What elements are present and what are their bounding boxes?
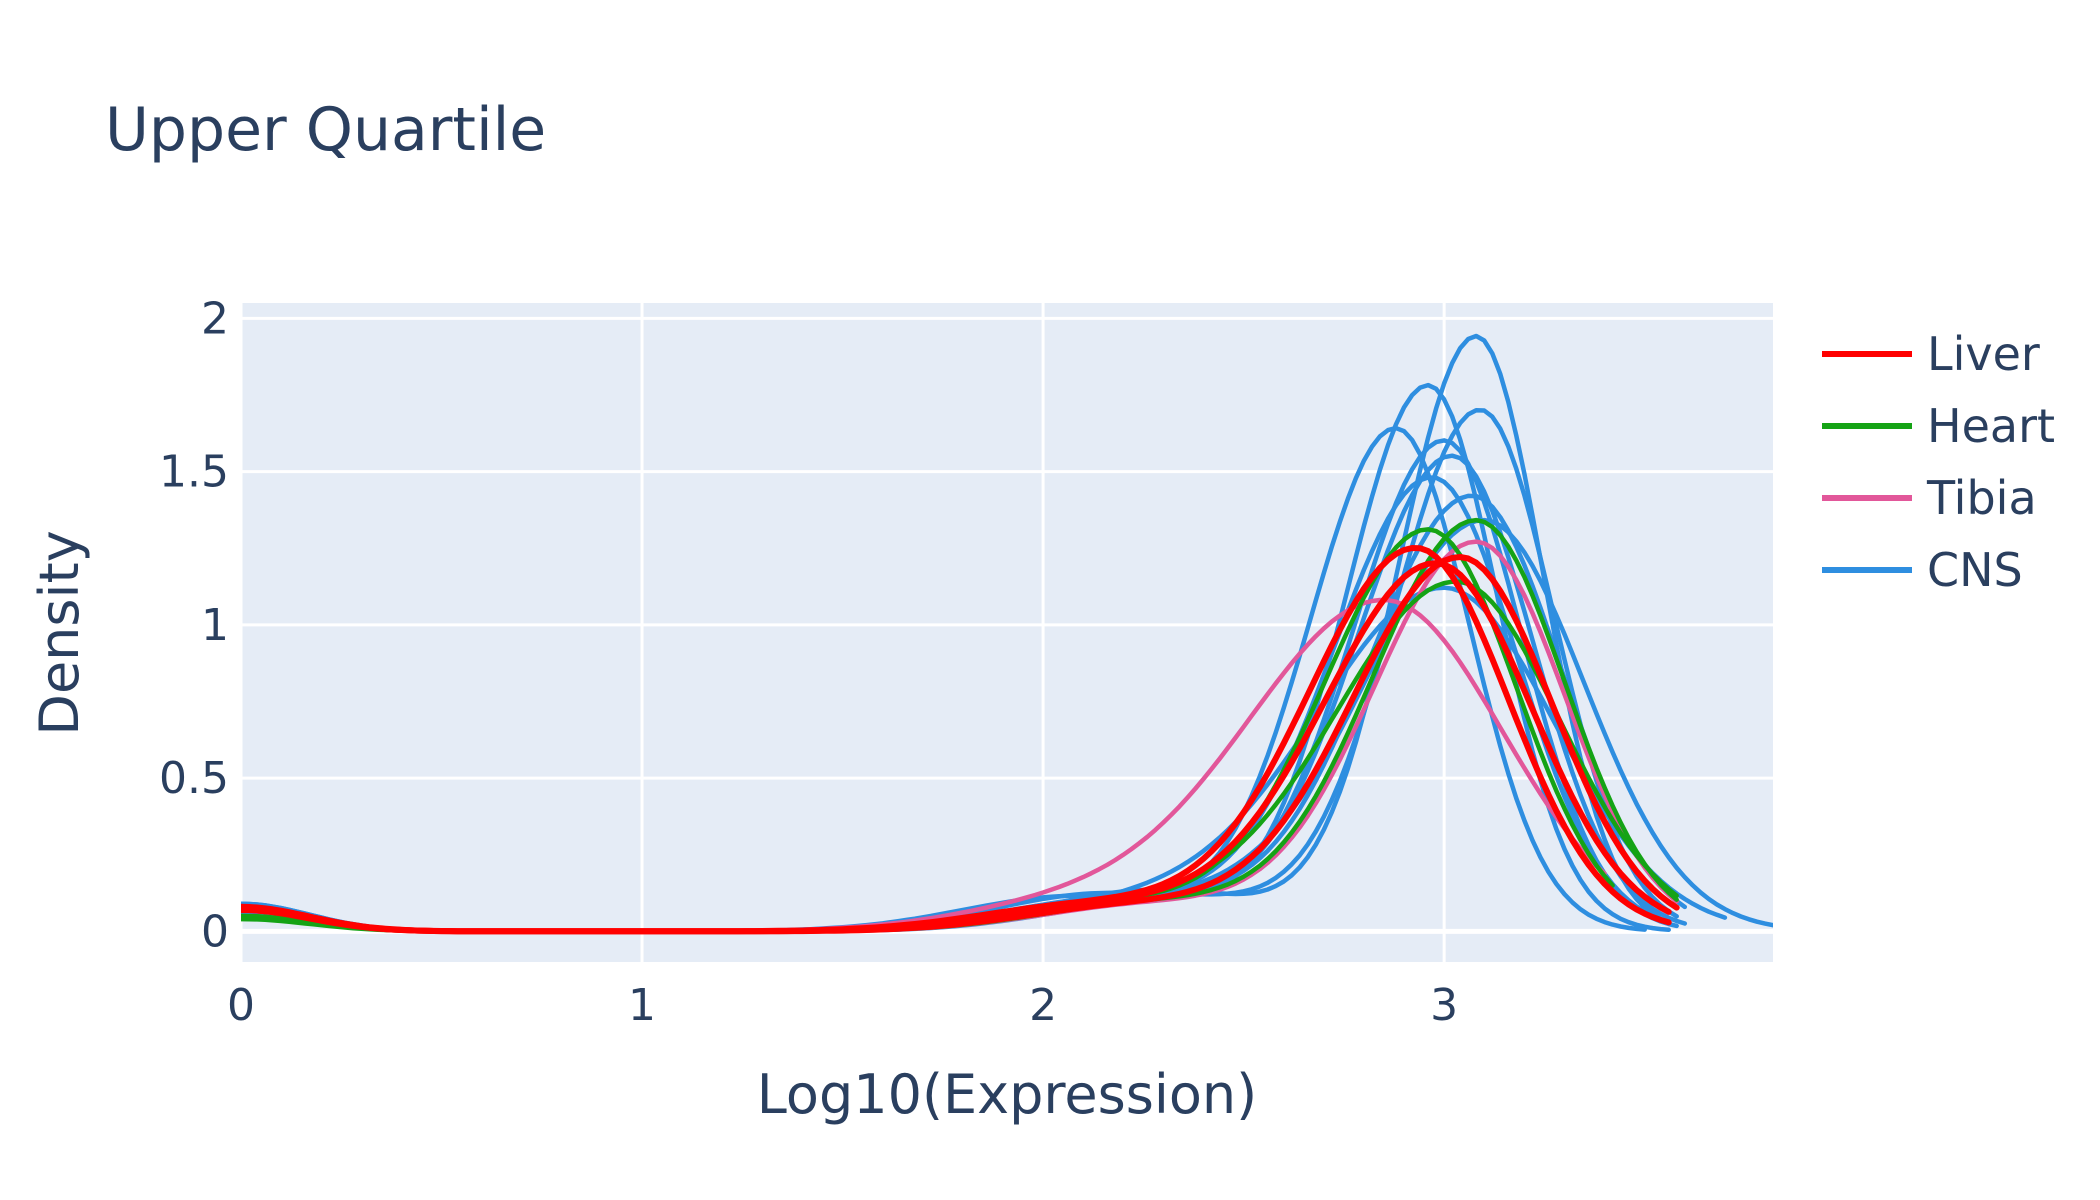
plot-area — [241, 303, 1773, 962]
y-tick-label: 0.5 — [159, 753, 229, 804]
y-tick-label: 0 — [201, 906, 229, 957]
x-tick-label: 1 — [628, 980, 656, 1031]
legend-label: Heart — [1927, 399, 2055, 453]
legend[interactable]: Liver Heart Tibia CNS — [1822, 327, 2055, 597]
chart-title: Upper Quartile — [105, 95, 546, 165]
x-tick-label: 3 — [1430, 980, 1458, 1031]
density-curves — [241, 333, 1773, 935]
tick-labels: 0 1 2 3 0 0.5 1 1.5 2 — [159, 293, 1458, 1031]
y-tick-label: 2 — [201, 293, 229, 344]
y-tick-label: 1.5 — [159, 447, 229, 498]
legend-label: Tibia — [1926, 471, 2037, 525]
legend-label: Liver — [1927, 327, 2040, 381]
x-axis-title: Log10(Expression) — [757, 1063, 1257, 1126]
y-tick-label: 1 — [201, 600, 229, 651]
x-tick-label: 2 — [1029, 980, 1057, 1031]
x-tick-label: 0 — [227, 980, 255, 1031]
series-line-liver — [241, 554, 1680, 935]
y-axis-title: Density — [28, 530, 91, 735]
legend-item-liver[interactable]: Liver — [1822, 327, 2040, 381]
legend-label: CNS — [1927, 543, 2023, 597]
legend-item-heart[interactable]: Heart — [1822, 399, 2055, 453]
legend-item-tibia[interactable]: Tibia — [1822, 471, 2037, 525]
legend-item-cns[interactable]: CNS — [1822, 543, 2023, 597]
